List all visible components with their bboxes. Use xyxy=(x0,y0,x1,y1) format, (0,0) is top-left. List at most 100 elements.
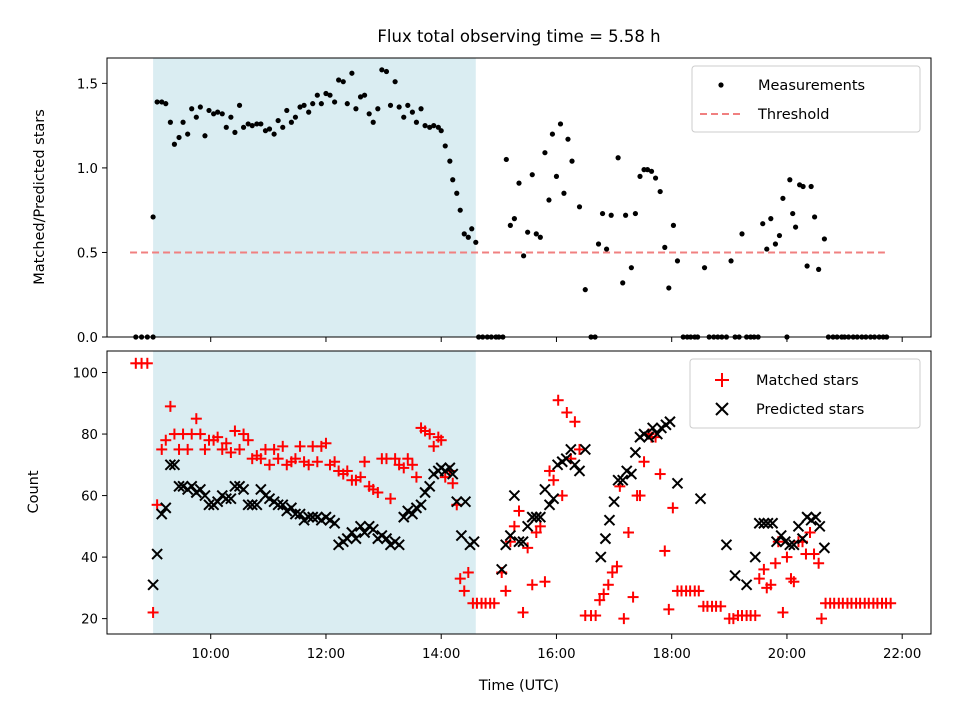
measurement-point xyxy=(728,258,734,264)
predicted-star-point xyxy=(694,492,707,505)
measurement-point xyxy=(582,287,588,293)
measurement-point xyxy=(288,119,294,125)
predicted-star-point xyxy=(664,416,676,428)
measurement-point xyxy=(561,190,567,196)
predicted-star-point xyxy=(740,579,753,591)
x-tick-label: 22:00 xyxy=(883,647,921,662)
legend-threshold-label: Threshold xyxy=(757,107,829,123)
measurement-point xyxy=(297,104,303,110)
matched-star-point xyxy=(355,471,367,483)
measurement-point xyxy=(473,239,479,245)
predicted-star-point xyxy=(358,526,371,539)
measurement-point xyxy=(236,102,243,108)
measurement-point xyxy=(469,226,475,232)
matched-star-point xyxy=(320,437,332,449)
measurement-point xyxy=(438,128,444,134)
top-x-ticks xyxy=(210,337,903,342)
matched-star-point xyxy=(627,591,639,603)
legend-matched-marker xyxy=(715,373,729,387)
matched-star-point xyxy=(561,407,573,419)
predicted-star-point xyxy=(775,529,787,542)
measurement-point xyxy=(310,101,316,107)
matched-star-point xyxy=(667,502,679,514)
matched-star-point xyxy=(574,443,586,455)
matched-star-point xyxy=(402,453,414,465)
legend-predicted-label: Predicted stars xyxy=(756,402,864,418)
matched-star-point xyxy=(216,443,228,455)
matched-star-point xyxy=(556,490,568,502)
measurement-point xyxy=(413,119,420,125)
measurement-point xyxy=(666,285,672,291)
measurement-point xyxy=(314,92,320,98)
measurement-point xyxy=(442,143,448,149)
y-tick-label: 60 xyxy=(81,490,98,505)
matched-star-point xyxy=(526,579,538,591)
measurement-point xyxy=(657,188,663,195)
measurement-point xyxy=(557,121,564,127)
bottom-x-axis-label: Time (UTC) xyxy=(478,678,559,694)
y-tick-label: 1.0 xyxy=(77,162,98,177)
predicted-star-point xyxy=(415,499,427,511)
matched-star-point xyxy=(341,465,353,477)
matched-star-point xyxy=(141,357,153,369)
measurement-point xyxy=(249,123,255,129)
predicted-star-point xyxy=(543,499,556,511)
y-tick-label: 20 xyxy=(81,613,98,628)
matched-star-point xyxy=(151,499,163,511)
measurement-point xyxy=(816,266,822,272)
measurement-point xyxy=(637,173,643,179)
matched-star-point xyxy=(522,542,534,554)
predicted-star-point xyxy=(367,523,379,536)
matched-star-point xyxy=(781,551,793,563)
measurement-point xyxy=(644,167,651,173)
measurement-point xyxy=(652,175,659,181)
measurement-point xyxy=(447,158,453,164)
predicted-star-point xyxy=(766,517,779,529)
matched-star-point xyxy=(406,459,418,471)
measurement-point xyxy=(159,99,165,105)
predicted-star-point xyxy=(277,499,289,511)
measurement-point xyxy=(228,114,234,120)
predicted-star-point xyxy=(173,480,185,493)
predicted-star-point xyxy=(770,536,783,548)
matched-star-point xyxy=(359,456,371,468)
measurement-point xyxy=(648,168,655,174)
measurement-point xyxy=(628,265,634,271)
predicted-star-point xyxy=(255,483,267,496)
predicted-star-point xyxy=(225,492,237,505)
predicted-star-point xyxy=(496,563,508,576)
x-tick-label: 20:00 xyxy=(768,647,806,662)
bottom-legend: Matched stars Predicted stars xyxy=(689,358,921,429)
predicted-star-point xyxy=(547,492,560,505)
measurement-point xyxy=(396,104,402,110)
predicted-star-point xyxy=(302,511,315,523)
measurement-point xyxy=(760,221,766,227)
measurement-point xyxy=(223,124,229,130)
measurement-point xyxy=(392,79,398,85)
measurement-point xyxy=(623,212,629,218)
matched-star-point xyxy=(590,610,602,622)
matched-star-point xyxy=(242,434,254,446)
measurement-point xyxy=(595,241,602,247)
matched-star-point xyxy=(638,456,650,468)
matched-star-point xyxy=(654,468,666,480)
measurement-point xyxy=(349,70,355,76)
predicted-star-point xyxy=(758,517,770,529)
predicted-star-point xyxy=(444,462,456,474)
predicted-star-point xyxy=(814,520,826,533)
matched-star-point xyxy=(372,487,384,498)
measurement-point xyxy=(232,129,238,135)
matched-star-point xyxy=(544,465,556,477)
measurement-point xyxy=(379,67,385,73)
measurement-point xyxy=(503,156,509,163)
matched-star-point xyxy=(435,434,447,446)
predicted-star-point xyxy=(147,579,159,591)
measurement-point xyxy=(533,231,539,237)
measurement-point xyxy=(387,102,394,108)
measurement-point xyxy=(632,210,638,217)
predicted-star-point xyxy=(651,428,664,440)
predicted-star-point xyxy=(160,502,172,514)
measurement-point xyxy=(662,244,668,250)
predicted-star-point xyxy=(380,532,393,545)
measurement-point xyxy=(812,214,818,220)
